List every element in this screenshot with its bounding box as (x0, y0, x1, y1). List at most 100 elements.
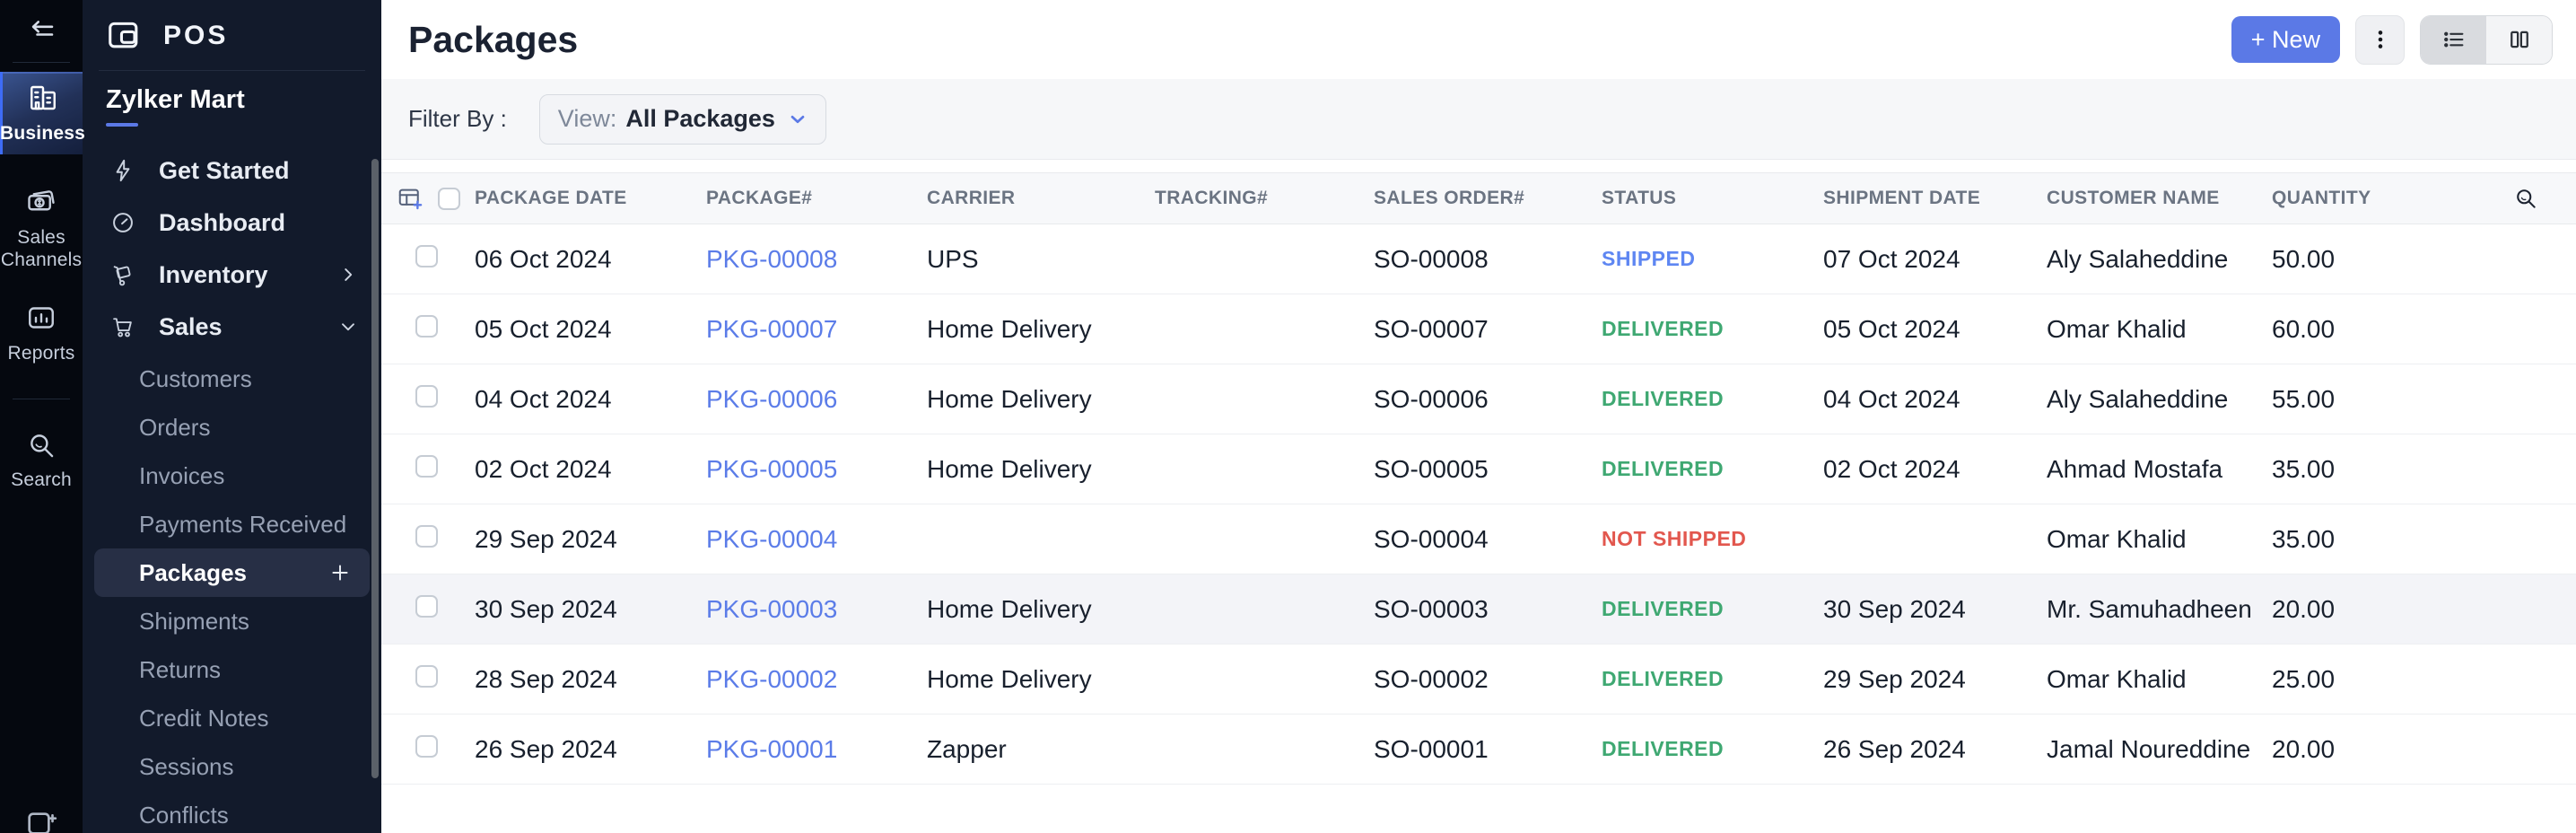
cell-sales-order: SO-00002 (1374, 664, 1489, 693)
col-header-quantity[interactable]: QUANTITY (2272, 188, 2371, 208)
sidebar-subitem[interactable]: Sessions (94, 742, 370, 791)
cell-shipment-date: 26 Sep 2024 (1823, 734, 1966, 763)
cell-package-number-link[interactable]: PKG-00002 (706, 664, 838, 693)
sidebar-subitem[interactable]: Payments Received (94, 500, 370, 548)
collapse-sidebar-icon[interactable] (25, 14, 57, 47)
sidebar-subitem[interactable]: Packages (94, 548, 370, 597)
sidebar-scrollbar[interactable] (371, 159, 379, 778)
cell-customer-name: Omar Khalid (2047, 314, 2187, 343)
rail-item-business[interactable]: Business (0, 72, 85, 154)
col-header-tracking[interactable]: TRACKING# (1155, 188, 1269, 208)
cell-status: DELIVERED (1602, 317, 1725, 340)
sidebar-subitem-label: Packages (139, 558, 247, 586)
table-search-icon[interactable] (2513, 186, 2538, 211)
col-header-status[interactable]: STATUS (1602, 188, 1677, 208)
nav-sidebar: POS Zylker Mart Get Started Dashboard (83, 0, 381, 833)
table-row[interactable]: 05 Oct 2024 PKG-00007 Home Delivery SO-0… (381, 294, 2576, 364)
col-header-sales-order[interactable]: SALES ORDER# (1374, 188, 1525, 208)
table-row[interactable]: 04 Oct 2024 PKG-00006 Home Delivery SO-0… (381, 364, 2576, 434)
cell-package-number-link[interactable]: PKG-00007 (706, 314, 838, 343)
sidebar-subitem[interactable]: Invoices (94, 452, 370, 500)
rail-item-search[interactable]: Search (0, 423, 83, 498)
card-view-button[interactable] (2486, 15, 2552, 64)
col-header-carrier[interactable]: CARRIER (927, 188, 1016, 208)
row-checkbox[interactable] (415, 734, 438, 758)
lightning-icon (109, 158, 136, 183)
cell-package-number-link[interactable]: PKG-00008 (706, 244, 838, 273)
sidebar-subitem-label: Credit Notes (139, 704, 269, 732)
row-checkbox[interactable] (415, 524, 438, 548)
org-switcher[interactable]: Zylker Mart (106, 85, 381, 127)
cell-carrier: Zapper (927, 734, 1007, 763)
nav-item-sales[interactable]: Sales (83, 301, 381, 353)
cell-status: DELIVERED (1602, 667, 1725, 690)
invite-user-icon[interactable] (23, 808, 59, 833)
cell-shipment-date: 07 Oct 2024 (1823, 244, 1960, 273)
col-header-shipment-date[interactable]: SHIPMENT DATE (1823, 188, 1981, 208)
row-checkbox[interactable] (415, 594, 438, 618)
row-checkbox[interactable] (415, 454, 438, 478)
col-header-package-date[interactable]: PACKAGE DATE (475, 188, 627, 208)
sidebar-subitem[interactable]: Customers (94, 355, 370, 403)
sidebar-subitem[interactable]: Credit Notes (94, 694, 370, 742)
col-header-customer-name[interactable]: CUSTOMER NAME (2047, 188, 2220, 208)
sidebar-subitem-label: Conflicts (139, 801, 229, 829)
rail-item-sales-channels[interactable]: Sales Channels (0, 185, 83, 271)
list-view-icon (2441, 26, 2467, 53)
chevron-right-icon (338, 265, 358, 285)
customize-columns-icon[interactable] (397, 185, 424, 212)
cell-package-date: 28 Sep 2024 (475, 664, 617, 693)
table-row[interactable]: 26 Sep 2024 PKG-00001 Zapper SO-00001 DE… (381, 715, 2576, 785)
table-row[interactable]: 06 Oct 2024 PKG-00008 UPS SO-00008 SHIPP… (381, 224, 2576, 294)
cell-package-number-link[interactable]: PKG-00003 (706, 594, 838, 623)
rail-item-reports[interactable]: Reports (0, 296, 83, 370)
nav-item-dashboard[interactable]: Dashboard (83, 197, 381, 249)
dashboard-icon (109, 210, 136, 235)
row-checkbox[interactable] (415, 244, 438, 267)
columns-view-icon (2506, 26, 2533, 53)
rail-label-search: Search (11, 469, 72, 490)
row-checkbox[interactable] (415, 314, 438, 338)
cell-package-number-link[interactable]: PKG-00006 (706, 384, 838, 413)
nav-item-get-started[interactable]: Get Started (83, 145, 381, 197)
cell-shipment-date: 04 Oct 2024 (1823, 384, 1960, 413)
view-prefix-label: View: (557, 105, 617, 132)
cell-package-number-link[interactable]: PKG-00005 (706, 454, 838, 483)
cell-package-number-link[interactable]: PKG-00001 (706, 734, 838, 763)
table-row[interactable]: 30 Sep 2024 PKG-00003 Home Delivery SO-0… (381, 574, 2576, 644)
sidebar-subitem-label: Orders (139, 413, 211, 441)
cell-package-date: 05 Oct 2024 (475, 314, 612, 343)
cell-customer-name: Omar Khalid (2047, 664, 2187, 693)
table-row[interactable]: 29 Sep 2024 PKG-00004 SO-00004 NOT SHIPP… (381, 504, 2576, 574)
plus-icon[interactable] (328, 561, 352, 584)
col-header-package-number[interactable]: PACKAGE# (706, 188, 813, 208)
cell-sales-order: SO-00001 (1374, 734, 1489, 763)
cell-sales-order: SO-00007 (1374, 314, 1489, 343)
view-filter-dropdown[interactable]: View: All Packages (538, 93, 826, 145)
more-options-button[interactable] (2355, 14, 2405, 65)
cell-customer-name: Ahmad Mostafa (2047, 454, 2223, 483)
app-logo-text: POS (163, 21, 229, 50)
cell-package-number-link[interactable]: PKG-00004 (706, 524, 838, 553)
sidebar-subitem[interactable]: Orders (94, 403, 370, 452)
rail-label-business: Business (0, 123, 85, 144)
table-row[interactable]: 02 Oct 2024 PKG-00005 Home Delivery SO-0… (381, 434, 2576, 504)
nav-item-inventory[interactable]: Inventory (83, 249, 381, 301)
row-checkbox[interactable] (415, 664, 438, 688)
cell-shipment-date: 05 Oct 2024 (1823, 314, 1960, 343)
pos-logo-icon (106, 18, 145, 54)
cell-status: NOT SHIPPED (1602, 527, 1747, 550)
sidebar-subitem[interactable]: Returns (94, 645, 370, 694)
cell-package-date: 02 Oct 2024 (475, 454, 612, 483)
table-row[interactable]: 28 Sep 2024 PKG-00002 Home Delivery SO-0… (381, 644, 2576, 715)
page-title: Packages (408, 18, 579, 60)
cell-package-date: 29 Sep 2024 (475, 524, 617, 553)
new-package-button[interactable]: + New (2231, 16, 2340, 63)
sidebar-subitem[interactable]: Shipments (94, 597, 370, 645)
select-all-checkbox[interactable] (438, 187, 460, 210)
sidebar-subitem[interactable]: Conflicts (94, 791, 370, 833)
table-header-row: PACKAGE DATE PACKAGE# CARRIER TRACKING# … (381, 172, 2576, 224)
search-icon (26, 430, 57, 460)
list-view-button[interactable] (2421, 15, 2486, 64)
row-checkbox[interactable] (415, 384, 438, 408)
